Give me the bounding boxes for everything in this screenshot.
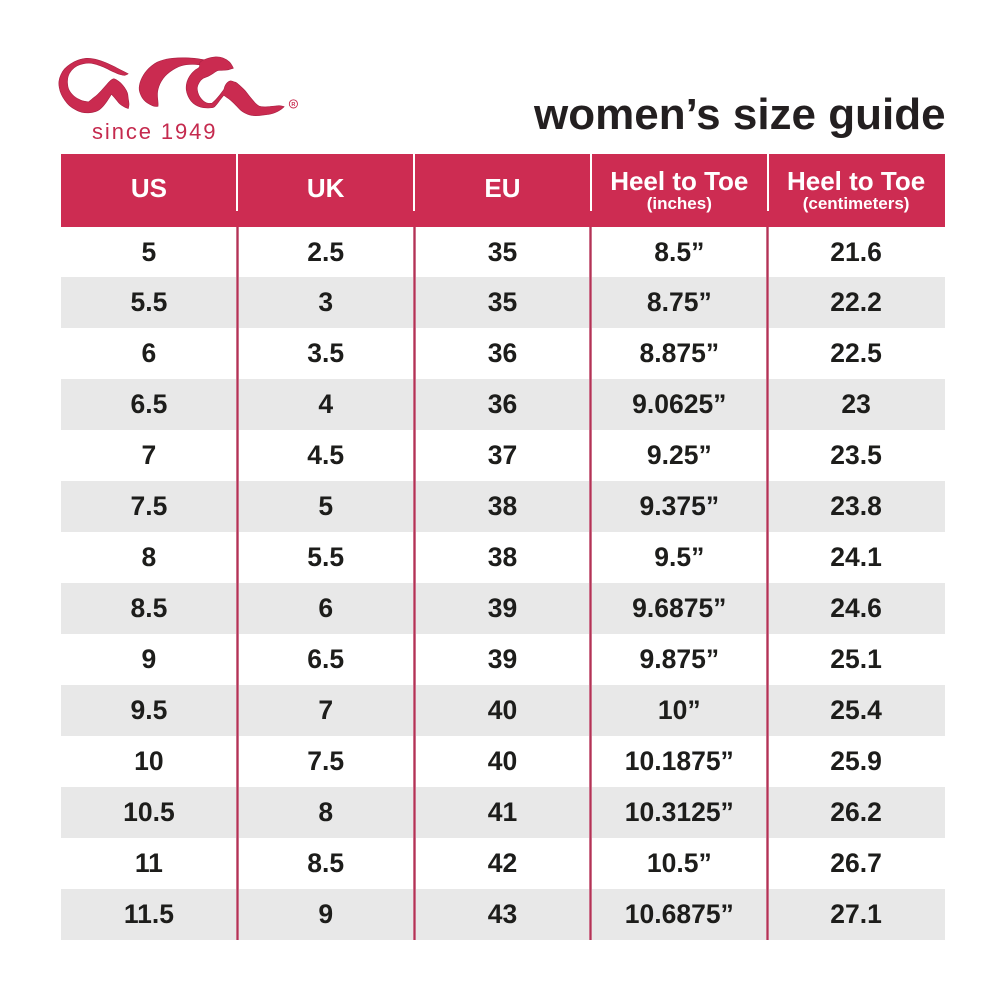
svg-text:R: R: [291, 102, 295, 108]
